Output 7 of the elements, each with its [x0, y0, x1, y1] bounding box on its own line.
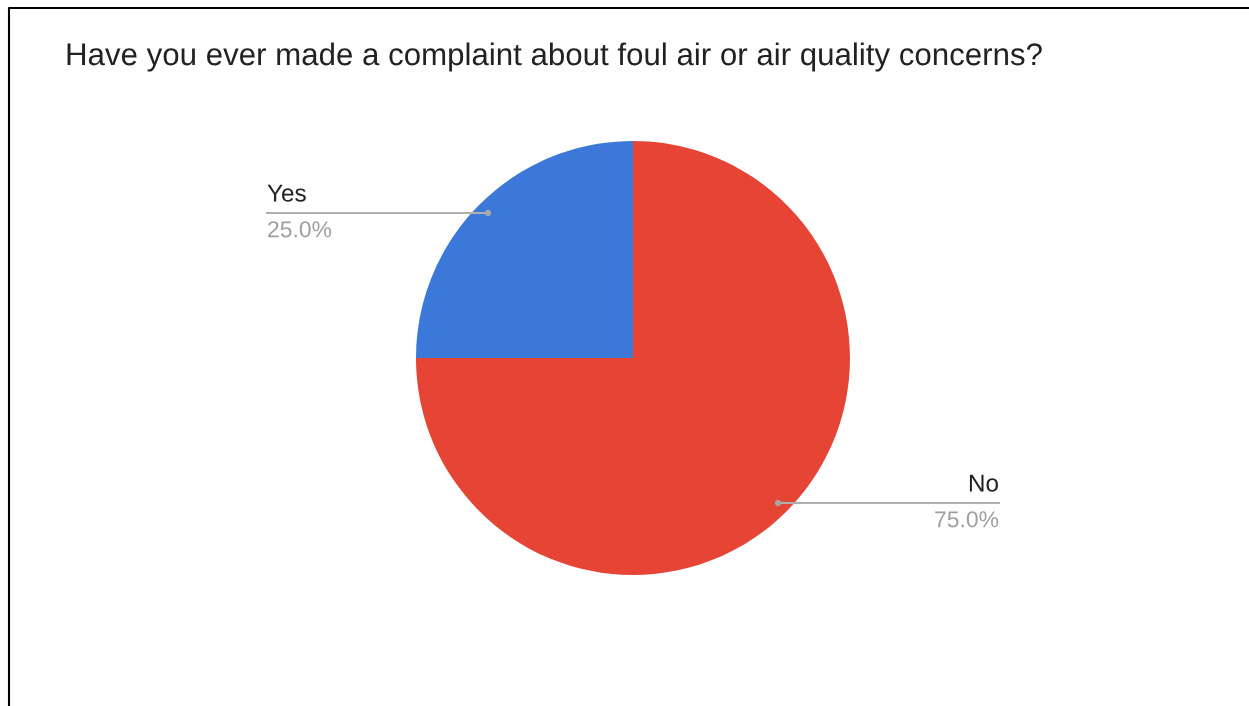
slice-label: No — [969, 474, 998, 492]
chart-title: Have you ever made a complaint about foul air or air quality concerns? — [67, 42, 1042, 72]
data-label: 25.0% — [268, 221, 332, 238]
pie-slice — [416, 141, 850, 575]
slice-label: Yes — [267, 184, 306, 202]
pie-slice — [416, 141, 633, 358]
data-label: 75.0% — [935, 511, 999, 528]
